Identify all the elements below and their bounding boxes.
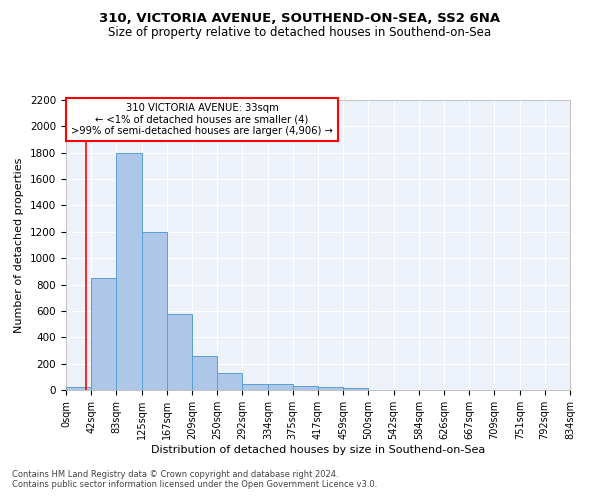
Bar [293,386,318,390]
Bar [116,152,142,390]
Y-axis label: Number of detached properties: Number of detached properties [14,158,25,332]
Bar [318,386,343,390]
Text: Size of property relative to detached houses in Southend-on-Sea: Size of property relative to detached ho… [109,26,491,39]
Text: Contains public sector information licensed under the Open Government Licence v3: Contains public sector information licen… [12,480,377,489]
Bar [66,386,91,390]
X-axis label: Distribution of detached houses by size in Southend-on-Sea: Distribution of detached houses by size … [151,444,485,454]
Bar [142,232,167,390]
Bar [343,388,368,390]
Bar [91,278,116,390]
Bar [193,356,217,390]
Bar [242,384,268,390]
Bar [268,384,293,390]
Bar [167,314,193,390]
Text: 310 VICTORIA AVENUE: 33sqm
← <1% of detached houses are smaller (4)
>99% of semi: 310 VICTORIA AVENUE: 33sqm ← <1% of deta… [71,103,333,136]
Bar [217,373,242,390]
Text: Contains HM Land Registry data © Crown copyright and database right 2024.: Contains HM Land Registry data © Crown c… [12,470,338,479]
Text: 310, VICTORIA AVENUE, SOUTHEND-ON-SEA, SS2 6NA: 310, VICTORIA AVENUE, SOUTHEND-ON-SEA, S… [100,12,500,26]
